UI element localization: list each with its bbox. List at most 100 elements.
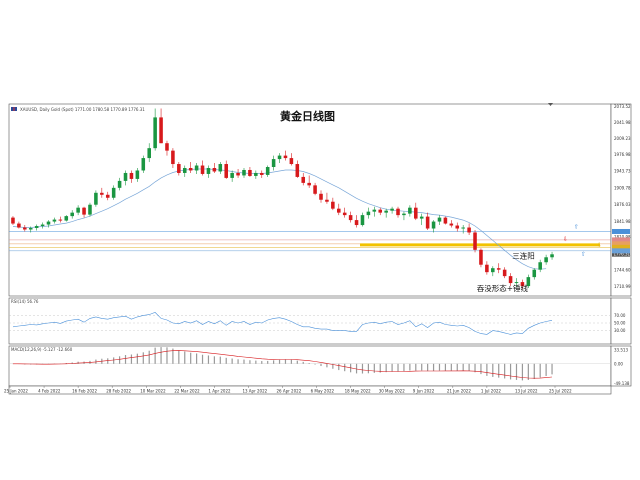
macd-histogram-bar (154, 347, 156, 364)
candle-body (431, 221, 436, 229)
macd-histogram-bar (231, 358, 233, 364)
macd-histogram-bar (403, 363, 405, 372)
candle-body (532, 269, 537, 278)
candle-body (135, 170, 140, 179)
price-panel (8, 103, 612, 297)
macd-histogram-bar (462, 363, 464, 371)
candle-body (508, 276, 513, 284)
candle-body (34, 226, 39, 229)
macd-histogram-bar (379, 363, 381, 373)
date-tick-label: 1 Apr 2022 (208, 389, 231, 394)
candle-body (46, 221, 51, 225)
date-tick-label: 1 Jul 2022 (481, 389, 502, 394)
date-tick-label: 10 Mar 2022 (140, 389, 166, 394)
macd-histogram-bar (385, 363, 387, 373)
candle-body (206, 168, 211, 174)
macd-tick-label: 0.00 (614, 361, 623, 366)
candle-body (514, 282, 519, 284)
candle-body (360, 215, 365, 226)
candle-body (402, 213, 406, 216)
date-tick-label: 21 Jun 2022 (447, 389, 472, 394)
candle-body (378, 209, 383, 213)
macd-signal-line (13, 350, 553, 379)
price-tick-label: 1710.99 (614, 284, 631, 289)
macd-label: MACD(12,26,9) -5.127 -12.660 (11, 347, 73, 352)
rsi-panel (8, 297, 612, 345)
macd-histogram-bar (136, 353, 138, 364)
level-arrow-icon: ⇩ (563, 236, 568, 243)
candle-body (408, 207, 412, 214)
candle-body (283, 155, 288, 159)
candle-body (372, 209, 377, 212)
macd-histogram-bar (201, 354, 204, 364)
candle-body (23, 227, 27, 230)
date-tick-label: 13 Apr 2022 (242, 389, 267, 394)
macd-histogram-bar (118, 356, 121, 364)
candle-body (301, 176, 306, 183)
level-price-tag (612, 241, 630, 247)
date-tick-label: 9 Jun 2022 (413, 389, 435, 394)
macd-histogram-bar (261, 361, 263, 364)
candle-body (82, 207, 86, 215)
macd-histogram-bar (249, 360, 251, 364)
macd-histogram-bar (432, 363, 435, 372)
date-tick-label: 6 May 2022 (311, 389, 335, 394)
candle-body (76, 207, 80, 213)
candle-body (141, 158, 146, 171)
macd-histogram-bar (438, 363, 441, 371)
macd-tick-label: -49.138 (614, 381, 630, 386)
candle-body (544, 257, 548, 263)
price-tick-label: 1943.73 (614, 169, 631, 174)
macd-histogram-bar (107, 358, 109, 364)
macd-histogram-bar (539, 363, 541, 378)
macd-histogram-bar (468, 363, 470, 372)
price-tick-label: 2073.52 (614, 104, 631, 109)
macd-histogram-bar (509, 363, 512, 380)
candle-body (396, 208, 400, 216)
date-tick-label: 26 Apr 2022 (277, 389, 302, 394)
macd-histogram-bar (178, 350, 180, 364)
candle-body (265, 167, 270, 175)
candle-body (337, 208, 341, 213)
candle-body (319, 193, 323, 200)
candle-body (182, 168, 187, 173)
candle-body (242, 169, 246, 176)
macd-histogram-bar (302, 361, 304, 364)
price-tick-label: 1876.03 (614, 202, 631, 207)
macd-histogram-bar (273, 360, 275, 364)
candle-body (491, 268, 495, 273)
macd-histogram-bar (456, 363, 458, 371)
macd-histogram-bar (278, 359, 281, 364)
candle-body (40, 224, 45, 227)
candle-body (419, 216, 424, 219)
shift-marker-icon (548, 103, 553, 106)
macd-histogram-bar (160, 347, 162, 364)
candle-body (171, 150, 175, 165)
macd-panel (8, 345, 612, 387)
level-price-tag (612, 244, 630, 250)
candle-body (100, 192, 104, 195)
macd-histogram-bar (367, 363, 369, 374)
price-tick-label: 1909.78 (614, 185, 631, 190)
macd-histogram-bar (355, 363, 358, 374)
candle-body (467, 227, 471, 233)
candle-body (165, 143, 169, 151)
macd-histogram-bar (71, 362, 73, 364)
macd-histogram-bar (237, 359, 239, 364)
candle-body (526, 277, 531, 287)
candle-body (366, 211, 371, 216)
current-price-label: 1776.31 (614, 252, 631, 257)
date-tick-label: 13 Jul 2022 (515, 389, 538, 394)
macd-histogram-bar (504, 363, 506, 379)
candle-body (496, 268, 501, 270)
candle-body (538, 262, 542, 270)
candle-body (414, 207, 418, 219)
macd-histogram-bar (409, 363, 411, 371)
macd-histogram-bar (290, 359, 292, 364)
macd-histogram-bar (326, 363, 328, 368)
macd-histogram-bar (77, 361, 79, 364)
macd-histogram-bar (207, 355, 210, 364)
macd-histogram-bar (492, 363, 494, 377)
macd-histogram-bar (415, 363, 417, 371)
candle-body (502, 269, 507, 277)
